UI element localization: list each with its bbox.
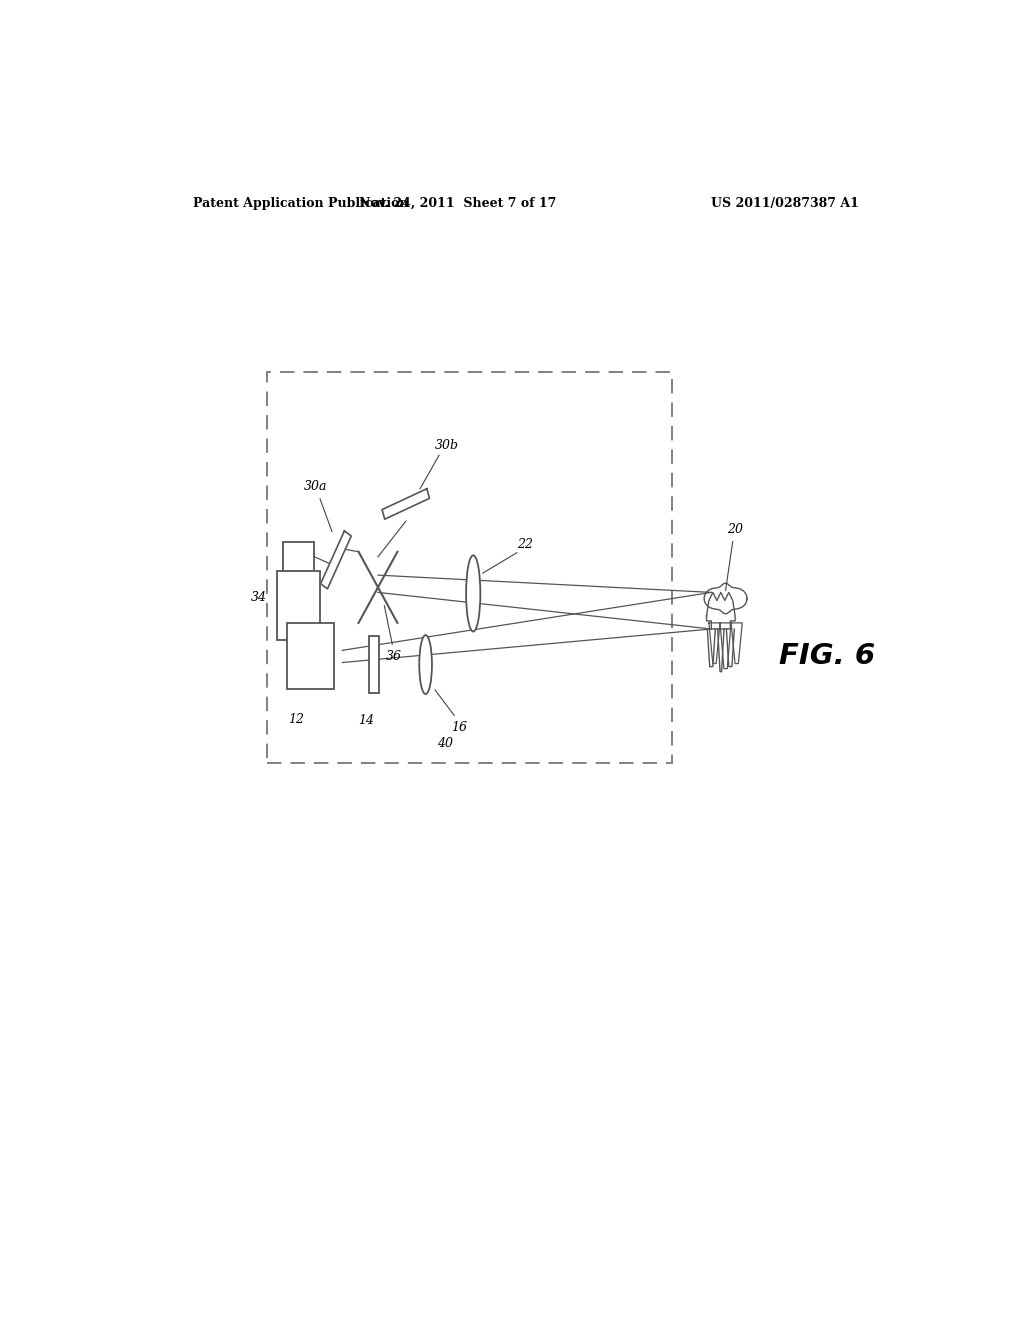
Bar	[287, 623, 334, 689]
Ellipse shape	[419, 635, 432, 694]
Text: Patent Application Publication: Patent Application Publication	[194, 197, 409, 210]
Bar	[370, 636, 379, 693]
Bar	[283, 541, 314, 572]
Text: 14: 14	[358, 714, 374, 727]
Bar	[267, 372, 672, 763]
Text: 22: 22	[517, 539, 532, 552]
Text: 30a: 30a	[304, 480, 328, 494]
Text: 16: 16	[451, 721, 467, 734]
Polygon shape	[382, 488, 429, 519]
Ellipse shape	[466, 556, 480, 631]
Text: 34: 34	[251, 591, 267, 605]
Text: 20: 20	[727, 523, 743, 536]
Polygon shape	[321, 531, 351, 589]
Bar	[276, 572, 321, 640]
Text: 40: 40	[437, 738, 454, 750]
Text: 30b: 30b	[435, 438, 459, 451]
Text: Nov. 24, 2011  Sheet 7 of 17: Nov. 24, 2011 Sheet 7 of 17	[358, 197, 556, 210]
Text: US 2011/0287387 A1: US 2011/0287387 A1	[712, 197, 859, 210]
Text: FIG. 6: FIG. 6	[778, 643, 874, 671]
Text: 36: 36	[386, 649, 401, 663]
Text: 12: 12	[288, 713, 304, 726]
